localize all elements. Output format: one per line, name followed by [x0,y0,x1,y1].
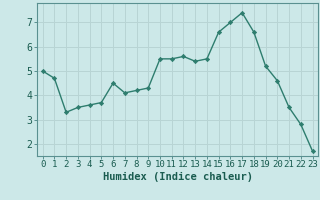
X-axis label: Humidex (Indice chaleur): Humidex (Indice chaleur) [103,172,252,182]
